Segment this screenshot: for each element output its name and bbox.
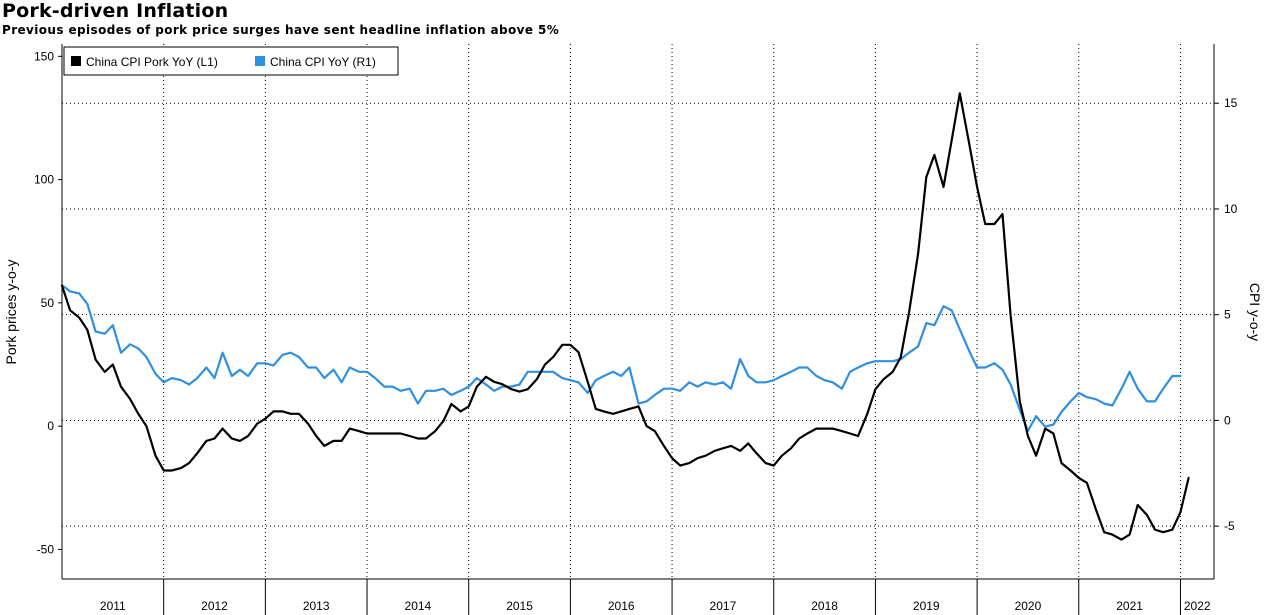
grid-layer <box>62 44 1214 579</box>
x-tick-label: 2014 <box>405 599 432 613</box>
legend-swatch-pork <box>71 56 81 66</box>
x-tick-label: 2017 <box>710 599 737 613</box>
chart-title: Pork-driven Inflation <box>2 0 229 22</box>
right-tick-label: -5 <box>1224 519 1235 533</box>
x-tick-label: 2016 <box>608 599 635 613</box>
left-axis-title: Pork prices y-o-y <box>3 259 19 364</box>
tick-layer: 2011 2012 2013 2014 2015 2016 2017 2018 2019 2020… <box>34 49 1238 615</box>
right-tick-label: 15 <box>1224 96 1238 110</box>
series-line-pork <box>60 92 1190 541</box>
legend-swatch-cpi <box>255 56 265 66</box>
left-tick-label: 0 <box>47 419 54 433</box>
x-tick-label: 2018 <box>811 599 838 613</box>
x-tick-label: 2012 <box>201 599 228 613</box>
x-tick-label: 2021 <box>1116 599 1143 613</box>
left-tick-label: 100 <box>34 173 54 187</box>
series-line-cpi <box>60 284 1182 433</box>
x-tick-label: 2013 <box>303 599 330 613</box>
series-layer <box>60 92 1190 541</box>
x-tick-label: 2022 <box>1184 599 1211 613</box>
left-tick-label: 150 <box>34 49 54 63</box>
left-tick-label: 50 <box>41 296 55 310</box>
legend-label-cpi: China CPI YoY (R1) <box>270 55 376 69</box>
right-axis-title: CPI y-o-y <box>1247 283 1263 341</box>
axis-layer <box>61 44 1215 580</box>
x-tick-label: 2019 <box>913 599 940 613</box>
legend: China CPI Pork YoY (L1) China CPI YoY (R… <box>63 46 399 76</box>
x-tick-label: 2020 <box>1015 599 1042 613</box>
x-tick-label: 2011 <box>100 599 126 613</box>
right-tick-label: 5 <box>1224 308 1231 322</box>
chart-subtitle: Previous episodes of pork price surges h… <box>2 23 560 37</box>
legend-box <box>63 46 399 76</box>
left-tick-label: -50 <box>37 542 55 556</box>
x-tick-label: 2015 <box>506 599 533 613</box>
legend-label-pork: China CPI Pork YoY (L1) <box>86 55 218 69</box>
right-tick-label: 0 <box>1224 413 1231 427</box>
right-tick-label: 10 <box>1224 202 1238 216</box>
